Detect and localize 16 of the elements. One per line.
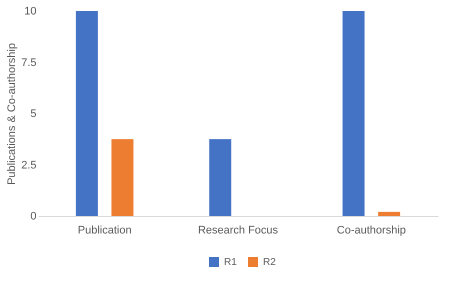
y-tick-label: 10 bbox=[24, 6, 36, 18]
y-tick-label: 2.5 bbox=[21, 159, 36, 172]
bar bbox=[378, 212, 400, 216]
y-axis-title: Publications & Co-authorship bbox=[6, 43, 18, 185]
y-tick-label: 5 bbox=[30, 108, 36, 120]
x-tick-label: Publication bbox=[78, 224, 132, 236]
x-tick-label: Co-authorship bbox=[336, 224, 406, 236]
bar bbox=[111, 139, 134, 216]
bar bbox=[209, 139, 232, 216]
y-tick-label: 7.5 bbox=[21, 56, 36, 69]
bar bbox=[342, 11, 365, 216]
bar bbox=[76, 11, 98, 216]
legend-label: R1 bbox=[224, 257, 238, 268]
x-tick-label: Research Focus bbox=[198, 224, 279, 236]
y-tick-label: 0 bbox=[30, 210, 36, 222]
legend-label: R2 bbox=[263, 257, 276, 268]
